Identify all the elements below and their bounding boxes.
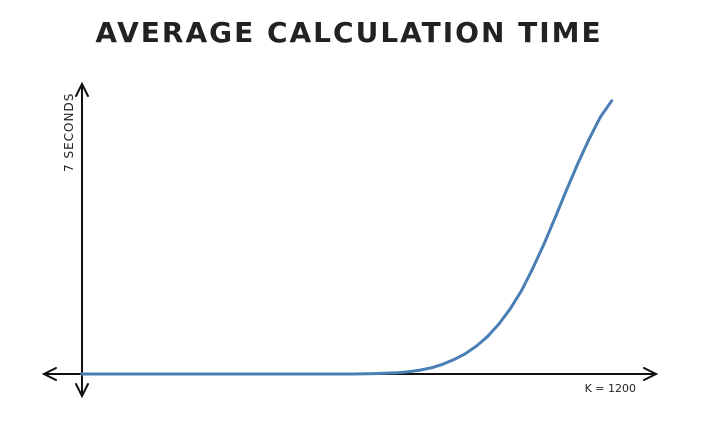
series-point-16: [486, 334, 490, 338]
x-axis-left-arrow: [41, 367, 57, 381]
y-axis: [75, 81, 89, 399]
series-point-17: [497, 322, 501, 326]
series-point-12: [441, 362, 445, 366]
x-axis-right-arrow: [643, 367, 659, 381]
series-point-7: [373, 372, 377, 375]
y-axis-bottom-arrow: [75, 383, 89, 399]
series-point-25: [587, 137, 591, 141]
series-point-22: [554, 215, 557, 219]
series-point-21: [542, 242, 546, 246]
series-point-19: [520, 289, 523, 292]
series-point-1: [125, 372, 129, 376]
series-point-23: [565, 188, 568, 192]
series-point-3: [215, 372, 219, 376]
series-points: [80, 99, 614, 376]
series-point-6: [351, 372, 354, 376]
y-axis-top-arrow: [75, 81, 89, 97]
series-point-9: [407, 370, 411, 374]
series-point-4: [260, 372, 264, 376]
series-point-0: [80, 372, 84, 376]
series-point-24: [576, 162, 580, 165]
series-point-13: [452, 358, 456, 361]
y-axis-annotation: 7 SECONDS: [62, 93, 76, 172]
series-point-15: [475, 344, 478, 348]
series-point-8: [396, 371, 399, 375]
series-point-26: [599, 115, 602, 119]
series-point-20: [531, 266, 535, 270]
series-point-18: [508, 307, 512, 311]
series-point-11: [430, 366, 433, 370]
series-point-14: [463, 352, 467, 356]
series-line: [80, 99, 614, 376]
x-axis-annotation: K = 1200: [585, 382, 636, 395]
series-point-5: [306, 372, 309, 376]
series-point-2: [170, 372, 174, 376]
series-point-27: [610, 99, 614, 103]
series-point-10: [418, 368, 422, 372]
chart-title: AVERAGE CALCULATION TIME: [95, 16, 602, 49]
